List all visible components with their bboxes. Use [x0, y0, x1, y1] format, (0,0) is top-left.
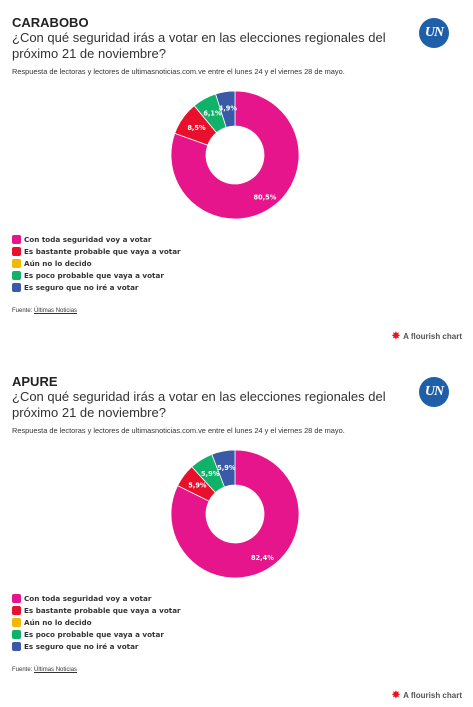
legend-swatch: [12, 258, 21, 268]
flourish-credit[interactable]: ✸ A flourish chart: [391, 330, 462, 342]
slice-label: 82,4%: [251, 554, 274, 562]
legend-swatch: [12, 234, 21, 244]
legend-label: Aún no lo decido: [24, 258, 92, 268]
legend-label: Aún no lo decido: [24, 617, 92, 627]
slice-label: 6,1%: [203, 110, 222, 118]
chart-subtitle: Respuesta de lectoras y lectores de ulti…: [12, 426, 345, 435]
chart-panel-apure: APURE ¿Con qué seguridad irás a votar en…: [0, 359, 473, 704]
donut-slice[interactable]: [215, 90, 236, 128]
legend-swatch: [12, 246, 21, 256]
un-logo: UN: [419, 18, 449, 48]
slice-label: 80,5%: [253, 194, 276, 202]
un-logo: UN: [419, 377, 449, 407]
legend-swatch: [12, 629, 21, 639]
legend-label: Es poco probable que vaya a votar: [24, 629, 164, 639]
source-link[interactable]: Últimas Noticias: [34, 667, 78, 673]
legend-label: Es seguro que no iré a votar: [24, 641, 139, 651]
chart-legend: Con toda seguridad voy a votar Es bastan…: [12, 233, 181, 293]
donut-chart: 80,5% 8,5% 6,1%4,9%: [170, 90, 300, 220]
un-logo-text: UN: [424, 384, 444, 399]
chart-subtitle: Respuesta de lectoras y lectores de ulti…: [12, 67, 345, 76]
legend-swatch: [12, 593, 21, 603]
legend-swatch: [12, 270, 21, 280]
donut-slice[interactable]: [211, 449, 236, 488]
legend-label: Es poco probable que vaya a votar: [24, 270, 164, 280]
chart-panel-carabobo: CARABOBO ¿Con qué seguridad irás a votar…: [0, 0, 473, 345]
legend-label: Es bastante probable que vaya a votar: [24, 246, 181, 256]
donut-chart: 82,4%5,9%5,9%5,9%: [170, 449, 300, 579]
legend-swatch: [12, 617, 21, 627]
donut-slice[interactable]: [170, 449, 300, 579]
legend-item[interactable]: Es poco probable que vaya a votar: [12, 269, 181, 281]
chart-source: Fuente: Últimas Noticias: [12, 667, 77, 673]
legend-label: Con toda seguridad voy a votar: [24, 234, 152, 244]
un-logo-text: UN: [424, 25, 444, 40]
legend-item[interactable]: Es poco probable que vaya a votar: [12, 628, 181, 640]
legend-item[interactable]: Es bastante probable que vaya a votar: [12, 604, 181, 616]
slice-label: 5,9%: [188, 482, 207, 490]
chart-source: Fuente: Últimas Noticias: [12, 308, 77, 314]
legend-item[interactable]: Aún no lo decido: [12, 257, 181, 269]
legend-label: Es seguro que no iré a votar: [24, 282, 139, 292]
legend-item[interactable]: Es seguro que no iré a votar: [12, 281, 181, 293]
chart-region-title: APURE: [12, 374, 58, 389]
slice-label: 5,9%: [217, 464, 236, 472]
legend-label: Con toda seguridad voy a votar: [24, 593, 152, 603]
legend-item[interactable]: Es bastante probable que vaya a votar: [12, 245, 181, 257]
source-link[interactable]: Últimas Noticias: [34, 308, 78, 314]
legend-swatch: [12, 282, 21, 292]
flourish-text: A flourish chart: [403, 332, 462, 341]
flourish-credit[interactable]: ✸ A flourish chart: [391, 689, 462, 701]
source-label: Fuente:: [12, 667, 33, 673]
flourish-text: A flourish chart: [403, 691, 462, 700]
legend-swatch: [12, 605, 21, 615]
flourish-icon: ✸: [391, 330, 401, 342]
slice-label: 8,5%: [187, 124, 206, 132]
slice-label: 4,9%: [219, 105, 238, 113]
flourish-icon: ✸: [391, 689, 401, 701]
chart-title: ¿Con qué seguridad irás a votar en las e…: [12, 30, 386, 61]
legend-item[interactable]: Con toda seguridad voy a votar: [12, 592, 181, 604]
source-label: Fuente:: [12, 308, 33, 314]
slice-label: 5,9%: [201, 470, 220, 478]
chart-title: ¿Con qué seguridad irás a votar en las e…: [12, 389, 386, 420]
chart-region-title: CARABOBO: [12, 15, 89, 30]
legend-label: Es bastante probable que vaya a votar: [24, 605, 181, 615]
chart-legend: Con toda seguridad voy a votar Es bastan…: [12, 592, 181, 652]
legend-item[interactable]: Aún no lo decido: [12, 616, 181, 628]
legend-item[interactable]: Es seguro que no iré a votar: [12, 640, 181, 652]
legend-swatch: [12, 641, 21, 651]
donut-slice[interactable]: [170, 90, 300, 220]
legend-item[interactable]: Con toda seguridad voy a votar: [12, 233, 181, 245]
